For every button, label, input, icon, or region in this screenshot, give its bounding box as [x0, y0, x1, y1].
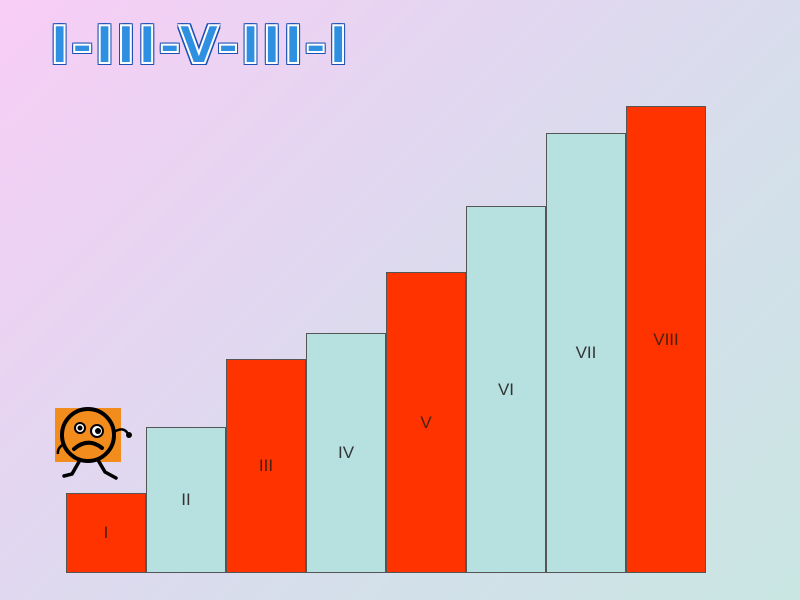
- stair-label: II: [181, 490, 191, 509]
- stair-label: VI: [497, 379, 515, 399]
- stair-step-vii: VII: [546, 133, 626, 573]
- stair-label: VII: [575, 343, 597, 362]
- stair-step-vi: VI: [466, 206, 546, 573]
- stair-label: III: [258, 456, 274, 475]
- worried-face-character-icon: [55, 407, 132, 480]
- stair-step-iii: III: [226, 359, 306, 573]
- stair-label: IV: [337, 443, 355, 462]
- stair-label: V: [420, 412, 432, 432]
- stair-step-viii: VIII: [626, 106, 706, 573]
- stair-label: I: [103, 523, 109, 542]
- stair-step-i: I: [66, 493, 146, 573]
- stair-step-ii: II: [146, 427, 226, 573]
- stair-step-iv: IV: [306, 333, 386, 573]
- stair-label: VIII: [653, 329, 679, 349]
- stair-step-v: V: [386, 272, 466, 573]
- slide-title: I-III-V-III-I: [49, 16, 350, 76]
